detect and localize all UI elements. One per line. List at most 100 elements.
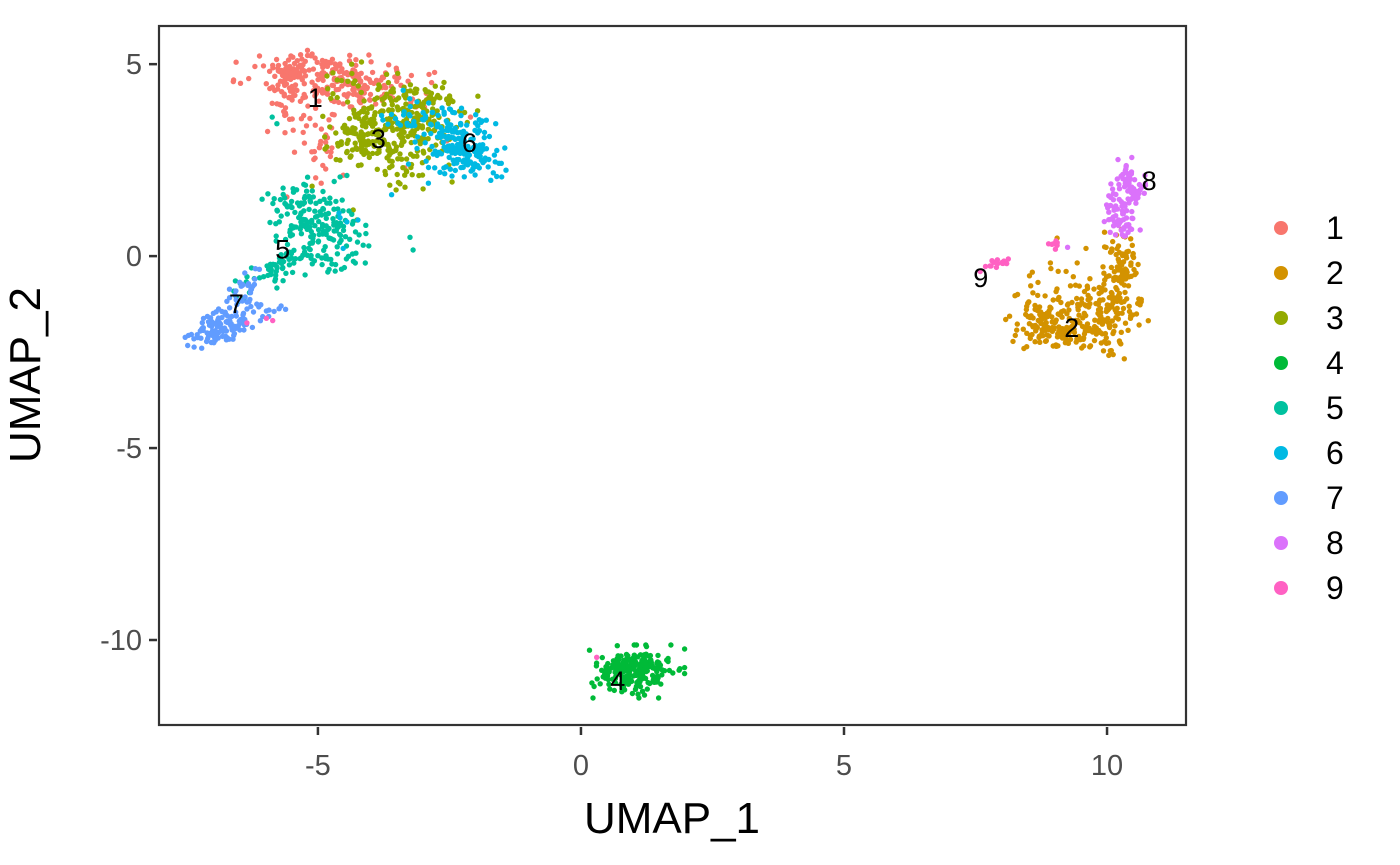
data-point [612, 675, 619, 682]
data-point [185, 342, 191, 349]
data-point [395, 120, 401, 126]
data-point [439, 105, 445, 111]
data-point [1042, 293, 1048, 299]
data-point [229, 313, 235, 320]
data-point [1128, 196, 1134, 202]
data-point [337, 220, 344, 226]
data-point [457, 129, 464, 136]
data-point [1005, 256, 1011, 262]
legend-swatch-7 [1274, 491, 1288, 505]
data-point [355, 83, 361, 89]
data-point [1129, 208, 1135, 215]
data-point [301, 200, 308, 206]
data-point [1108, 347, 1115, 354]
data-point [1107, 322, 1113, 329]
data-point [330, 82, 337, 89]
legend-label-7: 7 [1326, 480, 1344, 516]
data-point [1133, 196, 1139, 202]
data-point [1116, 181, 1122, 188]
data-point [428, 122, 434, 128]
data-point [1124, 296, 1130, 302]
data-point [386, 164, 393, 171]
data-point [335, 143, 341, 149]
data-point [1096, 317, 1103, 323]
data-point [647, 652, 654, 659]
data-point [631, 663, 637, 669]
data-point [291, 247, 297, 253]
data-point [475, 93, 481, 99]
data-point [426, 71, 432, 78]
data-point [304, 47, 311, 53]
data-point [272, 87, 278, 94]
x-axis-title: UMAP_1 [584, 794, 760, 843]
y-axis-tick-label-5: 5 [126, 49, 142, 81]
data-point [297, 52, 304, 58]
data-point [337, 61, 343, 67]
data-point [449, 173, 455, 179]
data-point [238, 283, 244, 289]
data-point [1122, 274, 1128, 280]
data-point [1112, 307, 1118, 313]
data-point [1070, 274, 1077, 280]
data-point [465, 158, 471, 165]
data-point [300, 129, 306, 136]
data-point [494, 147, 500, 154]
data-point [409, 172, 415, 178]
data-point [302, 73, 309, 79]
data-point [1142, 172, 1148, 179]
data-point [332, 268, 338, 274]
data-point [681, 670, 688, 677]
data-point [425, 180, 432, 186]
data-point [281, 93, 287, 99]
data-point [403, 168, 410, 174]
data-point [321, 247, 327, 253]
data-point [676, 667, 682, 673]
data-point [395, 107, 401, 113]
data-point [1130, 215, 1136, 222]
data-point [1053, 288, 1059, 295]
data-point [1048, 305, 1054, 311]
data-point [282, 306, 289, 312]
data-point [428, 130, 434, 137]
data-point [1135, 261, 1141, 268]
data-point [1126, 177, 1133, 184]
data-point [264, 128, 271, 135]
data-point [263, 308, 270, 314]
data-point [387, 95, 393, 101]
data-point [275, 65, 281, 72]
data-point [1081, 310, 1088, 316]
data-point [328, 236, 335, 242]
data-point [1125, 283, 1132, 289]
data-point [1055, 296, 1061, 303]
panel-border [157, 24, 1188, 727]
data-point [1106, 209, 1112, 215]
data-point [1065, 301, 1071, 307]
data-point [405, 161, 412, 167]
data-point [233, 288, 239, 294]
data-point [362, 260, 368, 266]
data-point [312, 208, 318, 214]
data-point [266, 68, 273, 75]
data-point [1145, 318, 1152, 324]
data-point [281, 73, 287, 80]
data-point [408, 72, 415, 79]
data-point [363, 114, 369, 121]
data-point [1113, 284, 1119, 291]
data-point [355, 217, 361, 223]
data-point [350, 218, 356, 225]
data-point [356, 110, 362, 117]
data-point [345, 78, 351, 85]
data-point [435, 92, 441, 99]
cluster-4-label: 4 [610, 666, 625, 696]
data-point [1026, 299, 1032, 305]
data-point [1071, 328, 1077, 335]
data-point [373, 101, 379, 107]
data-point [1111, 218, 1118, 225]
data-point [287, 249, 293, 255]
data-point [352, 260, 358, 266]
data-point [1038, 309, 1044, 315]
data-point [397, 151, 403, 157]
data-point [331, 228, 337, 234]
data-point [339, 197, 345, 203]
